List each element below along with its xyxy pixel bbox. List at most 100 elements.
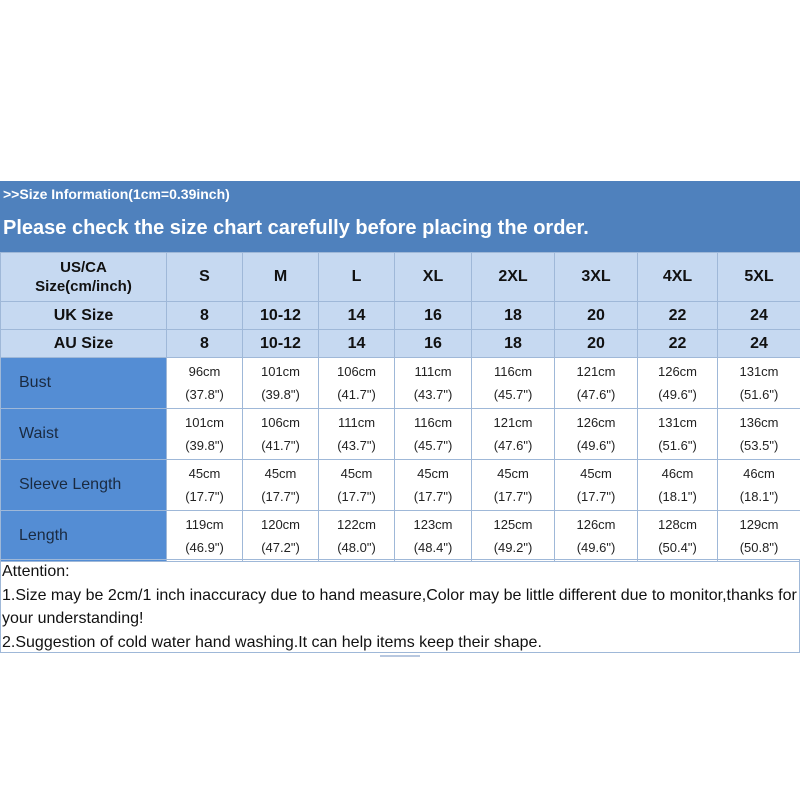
measurement-cm: 45cm	[340, 466, 373, 481]
au-size-cell: 16	[394, 329, 472, 358]
measurement-label: Waist	[0, 408, 167, 460]
measurement-cell: 116cm (45.7")	[394, 408, 472, 460]
measurement-cell: 136cm (53.5")	[717, 408, 800, 460]
measurement-inch: (43.7")	[413, 387, 453, 402]
measurement-cell: 45cm (17.7")	[394, 459, 472, 511]
measurement-cell: 119cm (46.9")	[166, 510, 243, 562]
measurement-cell: 45cm (17.7")	[242, 459, 319, 511]
measurement-cell: 129cm (50.8")	[717, 510, 800, 562]
header-label-line2: Size(cm/inch)	[35, 278, 132, 295]
au-size-cell: 8	[166, 329, 243, 358]
measurement-cm: 125cm	[493, 517, 533, 532]
measurement-inch: (48.0")	[337, 540, 376, 555]
measurement-cm: 123cm	[413, 517, 453, 532]
attention-note-2: 2.Suggestion of cold water hand washing.…	[2, 633, 542, 651]
measurement-cell: 96cm (37.8")	[166, 357, 243, 409]
measurement-cell: 45cm (17.7")	[554, 459, 638, 511]
measurement-cm: 136cm	[739, 415, 779, 430]
measurement-cm: 111cm	[337, 415, 376, 430]
uk-size-cell: 8	[166, 301, 243, 330]
measurement-cell: 123cm (48.4")	[394, 510, 472, 562]
measurement-cm: 96cm	[188, 364, 221, 379]
au-size-label: AU Size	[0, 329, 167, 358]
measurement-inch: (17.7")	[413, 489, 453, 504]
measurement-cell: 121cm (47.6")	[554, 357, 638, 409]
measurement-cell: 106cm (41.7")	[242, 408, 319, 460]
measurement-cell: 106cm (41.7")	[318, 357, 395, 409]
measurement-cm: 121cm	[576, 364, 616, 379]
measurement-cm: 106cm	[260, 415, 301, 430]
measurement-cm: 116cm	[413, 415, 453, 430]
measurement-inch: (17.7")	[337, 489, 376, 504]
measurement-inch: (51.6")	[739, 387, 779, 402]
measurement-cm: 45cm	[580, 466, 612, 481]
measurement-cell: 46cm (18.1")	[717, 459, 800, 511]
au-size-cell: 24	[717, 329, 800, 358]
measurement-cell: 46cm (18.1")	[637, 459, 718, 511]
measurement-cm: 116cm	[493, 364, 533, 379]
measurement-inch: (49.2")	[493, 540, 533, 555]
measurement-label: Bust	[0, 357, 167, 409]
measurement-cell: 111cm (43.7")	[318, 408, 395, 460]
measurement-row: Bust 96cm (37.8") 101cm (39.8") 106cm (41.7") 1…	[0, 357, 800, 409]
measurement-inch: (41.7")	[337, 387, 376, 402]
measurement-inch: (17.7")	[576, 489, 616, 504]
measurement-cm: 122cm	[336, 517, 377, 532]
uk-size-cell: 10-12	[242, 301, 319, 330]
measurement-cell: 125cm (49.2")	[471, 510, 555, 562]
size-table: US/CA Size(cm/inch) S M L XL 2XL 3XL 4XL…	[0, 252, 800, 562]
measurement-cell: 120cm (47.2")	[242, 510, 319, 562]
measurement-cm: 101cm	[184, 415, 225, 430]
size-header-cell: 2XL	[471, 252, 555, 302]
size-check-banner: Please check the size chart carefully be…	[0, 208, 800, 252]
measurement-row: Length 119cm (46.9") 120cm (47.2") 122cm (48.0…	[0, 510, 800, 562]
measurement-cell: 126cm (49.6")	[637, 357, 718, 409]
measurement-cm: 126cm	[657, 364, 698, 379]
measurement-inch: (53.5")	[739, 438, 779, 453]
size-header-cell: 4XL	[637, 252, 718, 302]
uk-size-cell: 24	[717, 301, 800, 330]
uk-size-cell: 22	[637, 301, 718, 330]
uk-size-row: UK Size 8 10-12 14 16 18 20 22 24	[0, 301, 800, 330]
measurement-inch: (37.8")	[185, 387, 224, 402]
measurement-cell: 116cm (45.7")	[471, 357, 555, 409]
au-size-row: AU Size 8 10-12 14 16 18 20 22 24	[0, 329, 800, 358]
measurement-inch: (43.7")	[337, 438, 376, 453]
size-header-label: US/CA Size(cm/inch)	[0, 252, 167, 302]
size-header-cell: S	[166, 252, 243, 302]
measurement-cm: 126cm	[576, 517, 616, 532]
measurement-cell: 45cm (17.7")	[166, 459, 243, 511]
au-size-cell: 20	[554, 329, 638, 358]
measurement-cell: 128cm (50.4")	[637, 510, 718, 562]
uk-size-cell: 14	[318, 301, 395, 330]
uk-size-cell: 20	[554, 301, 638, 330]
measurement-row: Sleeve Length 45cm (17.7") 45cm (17.7") 45cm (…	[0, 459, 800, 511]
measurement-inch: (47.2")	[261, 540, 300, 555]
size-header-cell: L	[318, 252, 395, 302]
attention-note-1: 1.Size may be 2cm/1 inch inaccuracy due …	[2, 586, 797, 628]
measurement-row: Waist 101cm (39.8") 106cm (41.7") 111cm (43.7"…	[0, 408, 800, 460]
measurement-cell: 131cm (51.6")	[637, 408, 718, 460]
measurement-cell: 101cm (39.8")	[166, 408, 243, 460]
measurement-inch: (49.6")	[576, 438, 616, 453]
divider-line	[380, 655, 420, 657]
measurement-inch: (17.7")	[261, 489, 300, 504]
measurement-cm: 45cm	[264, 466, 297, 481]
measurement-inch: (47.6")	[576, 387, 616, 402]
measurement-inch: (51.6")	[658, 438, 697, 453]
measurement-cm: 119cm	[185, 517, 224, 532]
measurement-inch: (39.8")	[261, 387, 300, 402]
measurement-cell: 126cm (49.6")	[554, 510, 638, 562]
measurement-inch: (39.8")	[185, 438, 224, 453]
uk-size-cell: 16	[394, 301, 472, 330]
uk-size-label: UK Size	[0, 301, 167, 330]
size-header-cell: XL	[394, 252, 472, 302]
measurement-cell: 45cm (17.7")	[318, 459, 395, 511]
measurement-inch: (41.7")	[261, 438, 300, 453]
measurement-inch: (17.7")	[185, 489, 224, 504]
measurement-inch: (50.4")	[658, 540, 697, 555]
measurement-cell: 101cm (39.8")	[242, 357, 319, 409]
measurement-cm: 101cm	[260, 364, 301, 379]
measurement-cell: 121cm (47.6")	[471, 408, 555, 460]
size-header-row: US/CA Size(cm/inch) S M L XL 2XL 3XL 4XL…	[0, 252, 800, 302]
